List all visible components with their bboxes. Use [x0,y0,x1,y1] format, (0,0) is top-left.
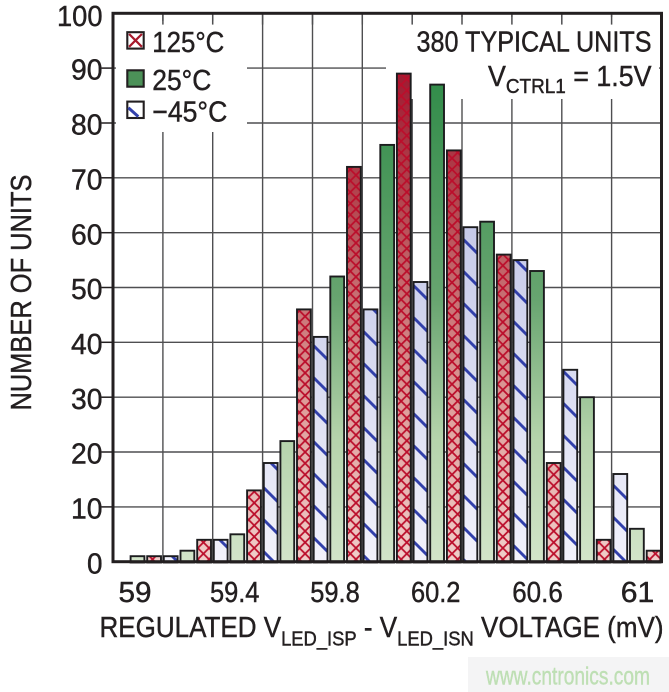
svg-text:www.cntronics.com: www.cntronics.com [485,663,650,691]
svg-text:90: 90 [71,55,103,87]
svg-text:100: 100 [57,1,103,33]
svg-text:61: 61 [621,577,655,609]
svg-text:60.2: 60.2 [411,577,461,609]
svg-text:380 TYPICAL UNITS: 380 TYPICAL UNITS [417,27,652,59]
svg-text:80: 80 [71,110,103,142]
svg-text:59: 59 [119,577,152,609]
svg-text:70: 70 [71,164,103,196]
svg-text:40: 40 [71,329,103,361]
svg-text:20: 20 [71,439,103,471]
svg-text:60.6: 60.6 [512,577,563,609]
svg-text:60: 60 [71,219,103,251]
svg-text:25°C: 25°C [152,65,211,97]
svg-text:10: 10 [71,494,103,526]
svg-text:NUMBER OF UNITS: NUMBER OF UNITS [6,175,38,411]
svg-text:59.8: 59.8 [310,577,360,609]
svg-text:0: 0 [87,548,103,580]
svg-text:30: 30 [71,384,103,416]
svg-text:125°C: 125°C [152,27,224,59]
svg-text:−45°C: −45°C [152,96,227,128]
svg-text:59.4: 59.4 [210,577,260,609]
svg-text:50: 50 [71,274,103,306]
